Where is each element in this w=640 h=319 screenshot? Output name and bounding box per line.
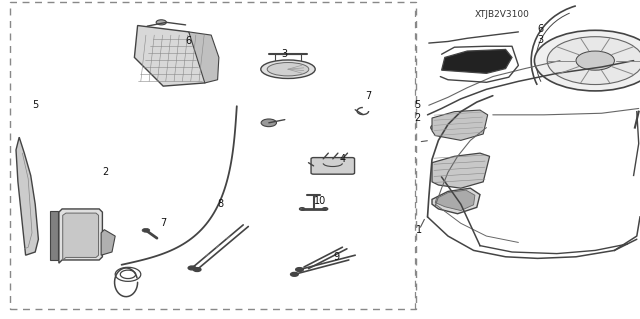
Polygon shape xyxy=(432,188,480,214)
FancyBboxPatch shape xyxy=(311,158,355,174)
Bar xyxy=(10,2,416,309)
Polygon shape xyxy=(432,110,488,140)
Polygon shape xyxy=(442,49,512,73)
Text: 6: 6 xyxy=(186,36,192,47)
Circle shape xyxy=(188,266,196,270)
Polygon shape xyxy=(134,26,211,86)
Polygon shape xyxy=(101,230,115,255)
Text: 1: 1 xyxy=(416,225,422,235)
Polygon shape xyxy=(432,153,490,188)
Text: 4: 4 xyxy=(339,154,346,165)
Text: 2: 2 xyxy=(414,113,420,123)
Ellipse shape xyxy=(261,60,315,78)
Circle shape xyxy=(142,228,150,232)
Text: 5: 5 xyxy=(32,100,38,110)
Text: 8: 8 xyxy=(218,199,224,209)
Circle shape xyxy=(300,208,305,210)
Text: 6: 6 xyxy=(538,24,544,34)
Polygon shape xyxy=(59,209,102,263)
Ellipse shape xyxy=(441,166,459,178)
Circle shape xyxy=(296,268,303,271)
Text: XTJB2V3100: XTJB2V3100 xyxy=(475,10,530,19)
Ellipse shape xyxy=(435,124,452,131)
Text: 3: 3 xyxy=(538,35,544,45)
Text: 5: 5 xyxy=(414,100,420,110)
Polygon shape xyxy=(16,137,38,255)
Ellipse shape xyxy=(444,168,456,176)
Polygon shape xyxy=(435,190,475,211)
Text: 7: 7 xyxy=(160,218,166,228)
Circle shape xyxy=(156,20,166,25)
Text: 7: 7 xyxy=(365,91,371,101)
Circle shape xyxy=(291,272,298,276)
Circle shape xyxy=(547,37,640,85)
Text: 3: 3 xyxy=(282,49,288,59)
Polygon shape xyxy=(189,32,219,83)
Circle shape xyxy=(576,51,614,70)
Text: 2: 2 xyxy=(102,167,109,177)
Circle shape xyxy=(323,208,328,210)
Circle shape xyxy=(534,30,640,91)
Circle shape xyxy=(261,119,276,127)
Ellipse shape xyxy=(431,123,456,132)
Circle shape xyxy=(193,268,201,271)
Polygon shape xyxy=(63,213,99,260)
Polygon shape xyxy=(50,211,58,260)
Text: 10: 10 xyxy=(314,196,326,206)
Text: 9: 9 xyxy=(333,252,339,262)
Ellipse shape xyxy=(268,63,309,76)
